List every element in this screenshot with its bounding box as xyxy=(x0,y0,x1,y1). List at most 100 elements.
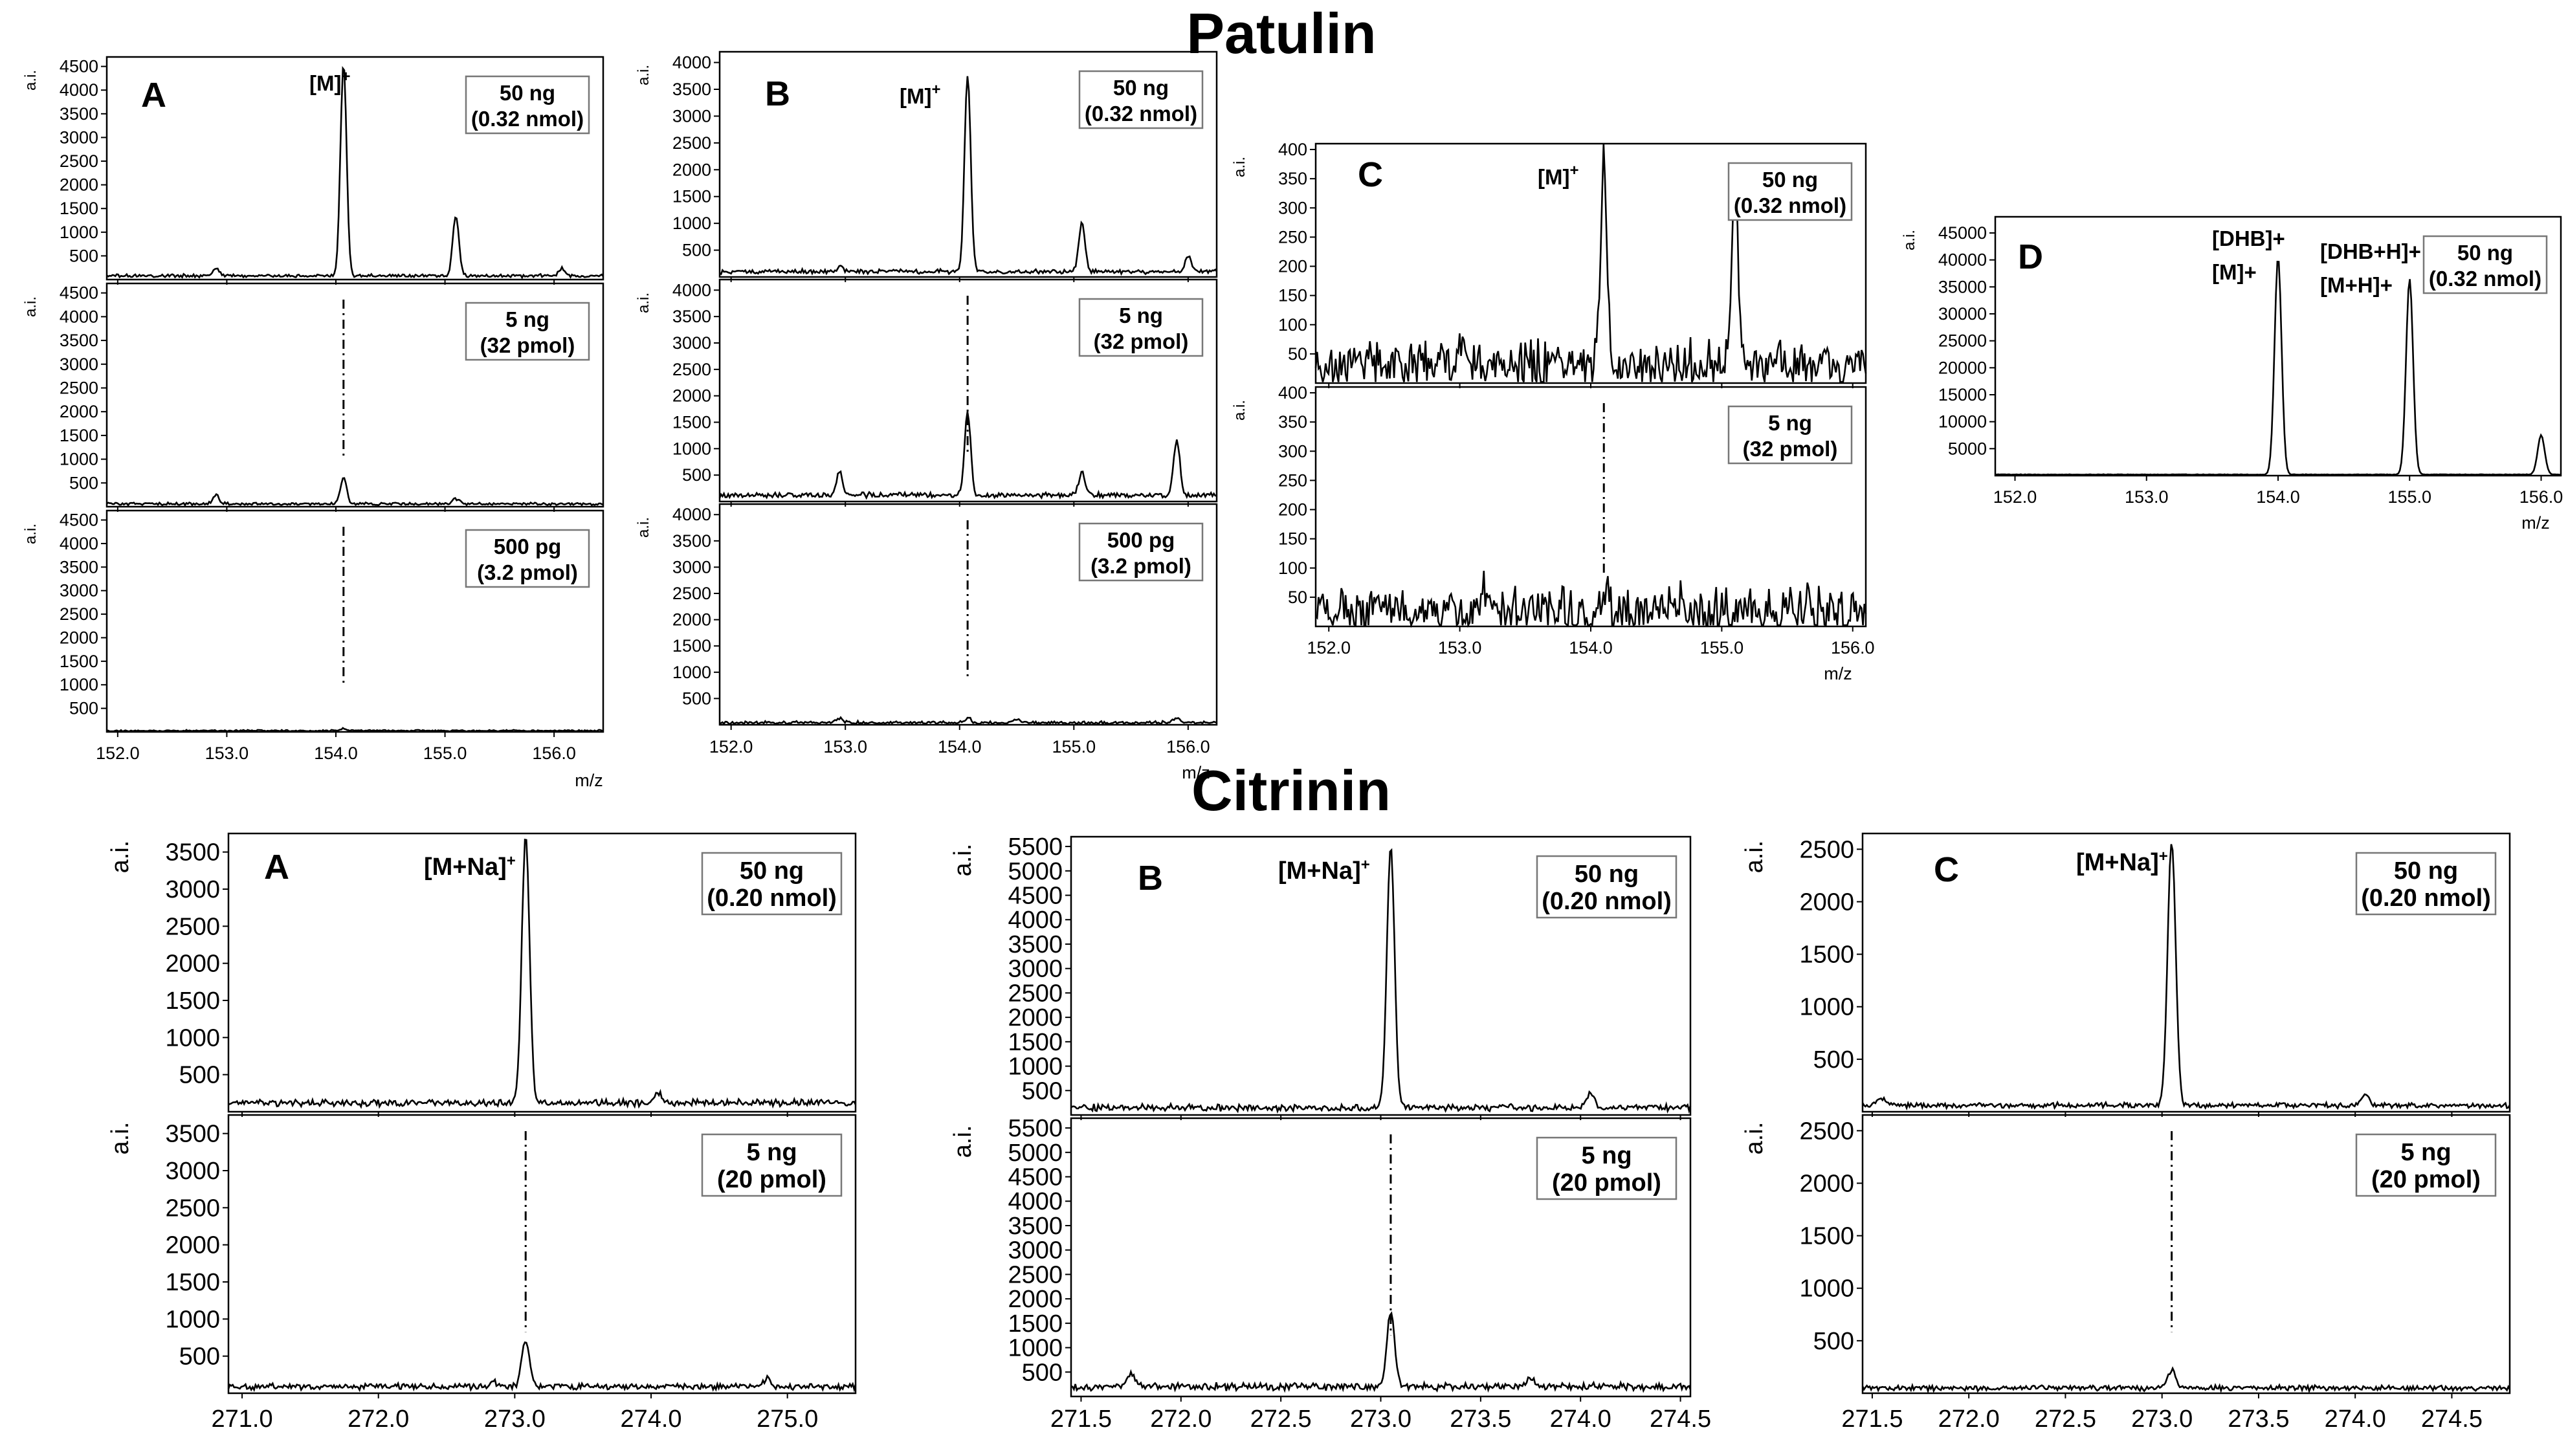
citrinin_C-xtick-label-0: 271.5 xyxy=(1841,1406,1903,1433)
patulin_C-ytick-label-0-0: 50 xyxy=(1288,344,1307,364)
citrinin_B-ytick-label-0-8: 4500 xyxy=(1008,883,1063,910)
patulin_B-ytick-label-0-4: 2500 xyxy=(672,133,711,153)
patulin_D-ion-left-2: [M]+ xyxy=(2212,260,2257,284)
patulin_B-frame-1 xyxy=(718,278,1218,503)
citrinin_C-xtick-label-1: 272.0 xyxy=(1938,1406,2000,1433)
patulin_D-ion-right-1: [DHB+H]+ xyxy=(2320,239,2421,263)
citrinin_A-ytick-label-1-2: 1500 xyxy=(165,1269,220,1296)
citrinin_B-xtick-label-2: 272.5 xyxy=(1250,1406,1312,1433)
patulin_B-ylabel-1: a.i. xyxy=(635,292,652,313)
patulin_C-xlabel: m/z xyxy=(1824,664,1852,683)
citrinin_A-ion-label: [M+Na]+ xyxy=(424,852,516,881)
patulin_A-ion-label: [M]+ xyxy=(309,68,350,95)
patulin_D-ytick-label-0-1: 10000 xyxy=(1938,412,1987,432)
patulin_A-amount-box-2 xyxy=(465,529,590,588)
patulin_B-ytick-label-0-1: 1000 xyxy=(672,214,711,233)
patulin_A-frame-1 xyxy=(105,282,604,508)
patulin_C-ylabel-1: a.i. xyxy=(1231,400,1248,421)
citrinin_B-xtick-label-3: 273.0 xyxy=(1350,1406,1411,1433)
citrinin_A-amount-box-0 xyxy=(701,852,843,916)
citrinin_C-ytick-label-0-4: 2500 xyxy=(1799,836,1854,863)
patulin_A-xtick-label-3: 155.0 xyxy=(423,744,467,763)
patulin_C-trace-0 xyxy=(1314,143,1867,383)
patulin_B-panel-letter: B xyxy=(765,74,790,113)
citrinin_B-xtick-label-5: 274.0 xyxy=(1550,1406,1611,1433)
citrinin_B-ytick-label-1-5: 3000 xyxy=(1008,1237,1063,1264)
patulin_C-ytick-label-1-2: 150 xyxy=(1278,529,1307,549)
patulin_B-ytick-label-0-7: 4000 xyxy=(672,53,711,72)
patulin_B-frame-2 xyxy=(718,503,1218,726)
patulin_B-ytick-label-1-0: 500 xyxy=(682,465,711,485)
citrinin_B-subplot-0: 5001000150020002500300035004000450050005… xyxy=(949,833,1692,1120)
patulin_A-ytick-label-1-6: 3500 xyxy=(60,331,98,350)
patulin_B-ytick-label-0-2: 1500 xyxy=(672,187,711,206)
patulin_B-ytick-label-1-4: 2500 xyxy=(672,360,711,379)
patulin_D-xlabel: m/z xyxy=(2521,513,2550,533)
patulin_A-ytick-label-1-7: 4000 xyxy=(60,307,98,326)
patulin_A-amount-box-1 xyxy=(465,302,590,361)
patulin_A-moles-2: (3.2 pmol) xyxy=(477,560,578,584)
patulin_B-xtick-label-3: 155.0 xyxy=(1052,737,1096,756)
patulin_A-ytick-label-0-3: 2000 xyxy=(60,175,98,195)
citrinin_B-xtick-label-6: 274.5 xyxy=(1650,1406,1711,1433)
patulin_B-ytick-label-1-3: 2000 xyxy=(672,386,711,406)
citrinin_A-subplot-1: 500 1000 1500 2000 2500 3000 3500 a.i. 5 ng(20 p… xyxy=(107,1114,857,1398)
citrinin_A-moles-1: (20 pmol) xyxy=(717,1166,826,1193)
citrinin_A-subplot-0: 500 1000 1500 2000 2500 3000 3500 a.i. 50 ng(0.2… xyxy=(107,832,857,1117)
citrinin_A-ytick-label-1-4: 2500 xyxy=(165,1195,220,1222)
patulin_C-ytick-label-1-0: 50 xyxy=(1288,588,1307,607)
patulin_C-ytick-label-0-6: 350 xyxy=(1278,169,1307,188)
citrinin_A-moles-0: (0.20 nmol) xyxy=(707,885,837,912)
citrinin_C-ytick-label-1-3: 2000 xyxy=(1799,1170,1854,1197)
patulin_D-ytick-label-0-0: 5000 xyxy=(1948,439,1987,458)
patulin_B-trace-0 xyxy=(719,76,1218,276)
patulin_A-ytick-label-1-8: 4500 xyxy=(60,283,98,303)
patulin_B-trace-2 xyxy=(719,716,1217,726)
citrinin_A-ylabel-0: a.i. xyxy=(107,841,134,874)
citrinin_C-ytick-label-1-2: 1500 xyxy=(1799,1223,1854,1250)
patulin_C-ytick-label-0-2: 150 xyxy=(1278,286,1307,305)
citrinin_A-xtick-label-3: 274.0 xyxy=(620,1406,681,1433)
patulin_A-ytick-label-0-8: 4500 xyxy=(60,57,98,76)
patulin_C-xtick-label-2: 154.0 xyxy=(1569,638,1613,657)
citrinin_C-ylabel-1: a.i. xyxy=(1741,1122,1768,1155)
citrinin_C-ytick-label-1-0: 500 xyxy=(1813,1328,1854,1355)
citrinin_C-trace-0 xyxy=(1861,844,2511,1111)
patulin_A-ytick-label-0-7: 4000 xyxy=(60,80,98,100)
patulin_C-amount-0: 50 ng xyxy=(1762,168,1818,192)
patulin_A-moles-0: (0.32 nmol) xyxy=(471,107,584,131)
patulin_D-moles-0: (0.32 nmol) xyxy=(2429,267,2541,291)
citrinin_A-ytick-label-1-6: 3500 xyxy=(165,1121,220,1148)
patulin_B-ytick-label-2-1: 1000 xyxy=(672,663,711,682)
citrinin_B-amount-0: 50 ng xyxy=(1575,861,1639,888)
patulin_C-amount-1: 5 ng xyxy=(1768,411,1812,435)
citrinin_A-ytick-label-0-5: 3000 xyxy=(165,876,220,903)
patulin_B-frame-0 xyxy=(718,50,1218,278)
citrinin_B-xtick-label-4: 273.5 xyxy=(1450,1406,1511,1433)
patulin_C-ytick-label-1-4: 250 xyxy=(1278,470,1307,490)
citrinin_B-ytick-label-0-10: 5500 xyxy=(1008,833,1063,861)
citrinin_A-panel-letter: A xyxy=(264,848,289,887)
patulin_B-subplot-2: 500 1000 1500 2000 2500 3000 3500 4000 a.i. 500 p… xyxy=(635,503,1218,730)
citrinin_B-ytick-label-1-6: 3500 xyxy=(1008,1213,1063,1240)
patulin_B-ytick-label-0-3: 2000 xyxy=(672,160,711,179)
citrinin_A-xtick-label-2: 273.0 xyxy=(484,1406,546,1433)
citrinin_B-ytick-label-0-4: 2500 xyxy=(1008,980,1063,1007)
patulin_D-xtick-label-2: 154.0 xyxy=(2256,487,2300,507)
citrinin_C-amount-box-0 xyxy=(2355,852,2497,916)
citrinin_A-ytick-label-1-0: 500 xyxy=(179,1343,220,1371)
patulin_C-xtick-label-3: 155.0 xyxy=(1700,638,1744,657)
patulin_A-frame-0 xyxy=(105,56,604,281)
patulin_A-ytick-label-2-6: 3500 xyxy=(60,557,98,577)
citrinin_B-ytick-label-0-1: 1000 xyxy=(1008,1053,1063,1081)
patulin_D-ytick-label-0-4: 25000 xyxy=(1938,331,1987,351)
citrinin_C-ytick-label-1-4: 2500 xyxy=(1799,1118,1854,1145)
patulin_D-subplot-0: 5000 10000 15000 20000 25000 30000 35000 40000 4… xyxy=(1901,215,2562,481)
patulin_B-ytick-label-1-5: 3000 xyxy=(672,333,711,353)
citrinin_B-ytick-label-0-6: 3500 xyxy=(1008,931,1063,958)
patulin_B-moles-1: (32 pmol) xyxy=(1094,329,1189,353)
patulin_A-ytick-label-2-7: 4000 xyxy=(60,534,98,553)
patulin_A-frame-2 xyxy=(105,509,604,733)
patulin_A-ytick-label-2-5: 3000 xyxy=(60,581,98,601)
patulin_B-subplot-1: 500 1000 1500 2000 2500 3000 3500 4000 a.i. 5 ng(… xyxy=(635,278,1218,507)
